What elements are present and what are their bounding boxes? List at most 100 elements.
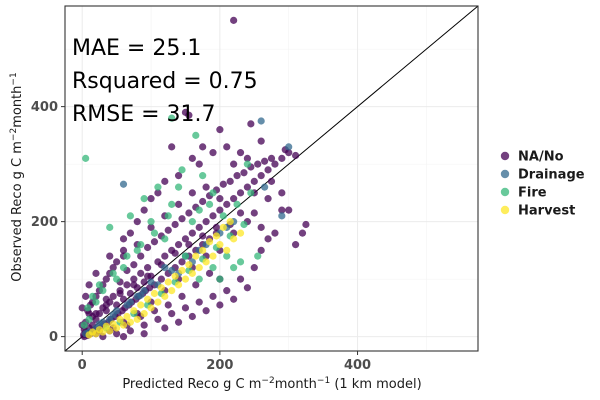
- data-point: [140, 278, 148, 286]
- data-point: [250, 177, 258, 185]
- data-point: [278, 189, 286, 197]
- data-point: [109, 264, 117, 272]
- data-point: [257, 117, 265, 125]
- data-point: [185, 111, 193, 119]
- x-axis-label-tail: (1 km model): [330, 377, 421, 392]
- data-point: [92, 298, 100, 306]
- data-point: [137, 269, 145, 277]
- data-point: [119, 180, 128, 188]
- data-point: [181, 275, 190, 283]
- data-point: [216, 275, 224, 283]
- data-point: [223, 252, 231, 260]
- data-point: [250, 209, 258, 217]
- data-point: [119, 321, 128, 329]
- data-point: [88, 292, 97, 300]
- data-point: [154, 189, 162, 197]
- data-point: [82, 154, 90, 162]
- y-tick-label: 200: [31, 215, 58, 230]
- legend-label: Fire: [518, 186, 547, 201]
- data-point: [199, 232, 207, 240]
- data-point: [240, 220, 248, 229]
- data-point: [264, 195, 272, 203]
- data-point: [257, 223, 265, 231]
- x-tick-label: 0: [78, 358, 87, 373]
- data-point: [157, 284, 165, 292]
- data-point: [209, 264, 217, 272]
- data-point: [157, 275, 165, 283]
- y-tick-label: 400: [31, 100, 58, 115]
- data-point: [291, 151, 300, 160]
- data-point: [230, 235, 238, 243]
- data-point: [199, 172, 207, 180]
- data-point: [174, 281, 183, 289]
- data-point: [140, 321, 148, 329]
- data-point: [102, 322, 110, 330]
- data-point: [192, 252, 200, 260]
- data-point: [116, 315, 124, 323]
- data-point: [230, 264, 238, 272]
- y-axis-label-sup1: −2: [9, 128, 19, 141]
- data-point: [192, 281, 200, 289]
- x-tick-label: 400: [344, 358, 371, 373]
- data-point: [257, 137, 265, 145]
- data-point: [147, 218, 155, 226]
- data-point: [113, 301, 121, 309]
- data-point: [223, 246, 231, 254]
- data-point: [226, 177, 234, 185]
- data-point: [161, 235, 169, 243]
- data-point: [199, 143, 207, 151]
- data-point: [285, 143, 293, 151]
- y-axis-label-mid: month: [10, 86, 25, 128]
- data-point: [161, 324, 169, 332]
- data-point: [267, 154, 276, 162]
- data-point: [188, 154, 196, 162]
- data-point: [199, 197, 207, 206]
- x-tick-label: 200: [206, 358, 233, 373]
- data-point: [144, 243, 152, 252]
- data-point: [137, 291, 145, 299]
- data-point: [209, 189, 217, 197]
- data-point: [195, 206, 203, 214]
- data-point: [164, 212, 172, 220]
- data-point: [230, 195, 238, 203]
- data-point: [85, 281, 93, 289]
- data-point: [233, 172, 241, 180]
- data-point: [168, 287, 176, 295]
- data-point: [216, 195, 224, 203]
- data-point: [181, 304, 190, 312]
- data-point: [161, 292, 169, 300]
- data-point: [147, 195, 155, 203]
- data-point: [181, 235, 190, 243]
- annotation-rsquared: Rsquared = 0.75: [72, 69, 258, 94]
- data-point: [219, 223, 227, 231]
- data-point: [113, 275, 121, 283]
- data-point: [202, 218, 210, 226]
- data-point: [195, 264, 203, 272]
- data-point: [202, 307, 210, 315]
- data-point: [205, 200, 214, 208]
- data-point: [261, 183, 269, 191]
- data-point: [188, 229, 196, 237]
- data-point: [123, 252, 131, 260]
- x-axis-label-mid: month: [275, 377, 317, 392]
- data-point: [154, 315, 162, 323]
- data-point: [140, 310, 148, 318]
- x-axis-label-sup2: −1: [317, 376, 330, 386]
- data-point: [164, 278, 172, 286]
- data-point: [154, 183, 162, 191]
- data-point: [171, 272, 179, 280]
- data-point: [168, 310, 176, 318]
- data-point: [171, 249, 179, 257]
- data-point: [150, 238, 159, 246]
- data-point: [230, 160, 238, 168]
- legend: NA/No Drainage Fire Harvest: [500, 150, 585, 219]
- data-point: [126, 327, 134, 335]
- data-point: [185, 209, 193, 217]
- y-tick-label: 0: [49, 330, 58, 345]
- data-point: [109, 311, 117, 319]
- data-point: [236, 275, 245, 283]
- data-point: [216, 206, 224, 214]
- data-point: [192, 131, 200, 139]
